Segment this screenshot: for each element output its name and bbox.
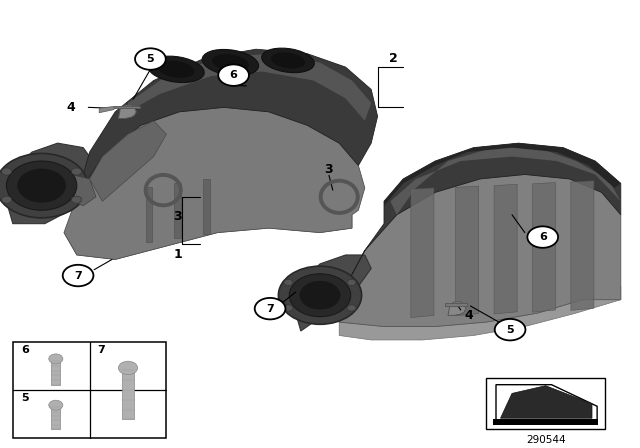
Polygon shape bbox=[99, 107, 114, 113]
Circle shape bbox=[278, 266, 362, 324]
Text: 5: 5 bbox=[21, 393, 29, 403]
Polygon shape bbox=[494, 184, 517, 314]
Polygon shape bbox=[339, 174, 621, 327]
Polygon shape bbox=[6, 143, 96, 224]
Circle shape bbox=[347, 305, 356, 311]
Text: 7: 7 bbox=[74, 271, 82, 280]
Polygon shape bbox=[294, 255, 371, 331]
Circle shape bbox=[218, 65, 249, 86]
Polygon shape bbox=[51, 359, 60, 385]
Text: 4: 4 bbox=[66, 101, 75, 114]
Circle shape bbox=[118, 361, 138, 375]
Circle shape bbox=[1, 196, 12, 203]
Polygon shape bbox=[114, 106, 140, 108]
Polygon shape bbox=[64, 174, 96, 206]
Text: 7: 7 bbox=[97, 345, 105, 355]
Text: 1: 1 bbox=[173, 249, 182, 262]
Text: 3: 3 bbox=[173, 210, 182, 223]
Polygon shape bbox=[51, 405, 60, 429]
Polygon shape bbox=[64, 197, 352, 259]
Polygon shape bbox=[339, 286, 621, 340]
Ellipse shape bbox=[148, 56, 204, 82]
Ellipse shape bbox=[157, 61, 195, 78]
Circle shape bbox=[72, 196, 82, 203]
Polygon shape bbox=[390, 147, 621, 215]
Polygon shape bbox=[384, 143, 621, 206]
Circle shape bbox=[284, 280, 293, 286]
Circle shape bbox=[6, 161, 77, 210]
Polygon shape bbox=[90, 121, 166, 201]
Polygon shape bbox=[128, 54, 371, 121]
Ellipse shape bbox=[262, 48, 314, 73]
Polygon shape bbox=[456, 186, 479, 316]
Circle shape bbox=[63, 265, 93, 286]
Text: 5: 5 bbox=[147, 54, 154, 64]
Circle shape bbox=[300, 281, 340, 310]
Bar bbox=[493, 419, 598, 425]
Polygon shape bbox=[346, 143, 621, 286]
Text: 4: 4 bbox=[465, 309, 474, 322]
FancyBboxPatch shape bbox=[486, 378, 605, 430]
Ellipse shape bbox=[212, 54, 249, 71]
Polygon shape bbox=[204, 179, 210, 234]
Polygon shape bbox=[411, 188, 434, 318]
Text: 5: 5 bbox=[506, 325, 514, 335]
Text: 6: 6 bbox=[539, 232, 547, 242]
Circle shape bbox=[135, 48, 166, 70]
Text: 6: 6 bbox=[230, 70, 237, 80]
Text: 3: 3 bbox=[324, 163, 333, 176]
Circle shape bbox=[49, 400, 63, 410]
Circle shape bbox=[1, 168, 12, 175]
Text: 6: 6 bbox=[21, 345, 29, 355]
Circle shape bbox=[17, 168, 66, 202]
Ellipse shape bbox=[271, 52, 305, 69]
Circle shape bbox=[255, 298, 285, 319]
Text: 7: 7 bbox=[266, 304, 274, 314]
Polygon shape bbox=[122, 368, 134, 419]
FancyBboxPatch shape bbox=[13, 342, 166, 438]
Polygon shape bbox=[445, 303, 467, 306]
Circle shape bbox=[284, 305, 293, 311]
Circle shape bbox=[527, 226, 558, 248]
Polygon shape bbox=[448, 302, 466, 315]
Text: 2: 2 bbox=[389, 52, 398, 65]
Polygon shape bbox=[118, 105, 136, 119]
Circle shape bbox=[72, 168, 82, 175]
Circle shape bbox=[347, 280, 356, 286]
Polygon shape bbox=[571, 181, 594, 310]
Ellipse shape bbox=[202, 49, 259, 76]
Circle shape bbox=[0, 153, 88, 218]
Polygon shape bbox=[500, 386, 592, 418]
Circle shape bbox=[49, 354, 63, 364]
Text: 290544: 290544 bbox=[526, 435, 565, 445]
Polygon shape bbox=[174, 183, 180, 238]
Polygon shape bbox=[146, 187, 152, 241]
Circle shape bbox=[495, 319, 525, 340]
Polygon shape bbox=[532, 182, 556, 312]
Circle shape bbox=[289, 274, 351, 317]
Polygon shape bbox=[77, 49, 378, 197]
Polygon shape bbox=[64, 108, 365, 259]
